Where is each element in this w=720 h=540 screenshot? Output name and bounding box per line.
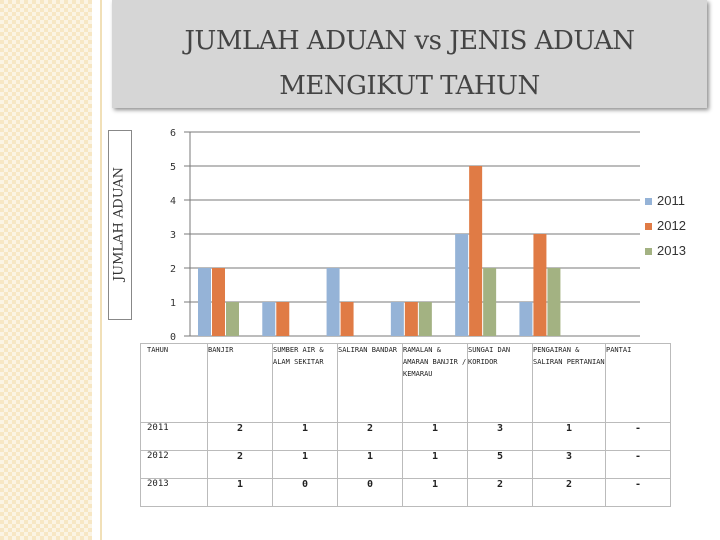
table-value-cell: 1 (272, 422, 338, 451)
table-value-cell: 1 (532, 422, 606, 451)
title-box: JUMLAH ADUAN vs JENIS ADUAN MENGIKUT TAH… (112, 0, 707, 108)
y-tick-label: 2 (170, 264, 176, 275)
bar-2011-1 (262, 302, 276, 336)
bar-2012-5 (533, 234, 547, 336)
bar-2012-3 (404, 302, 418, 336)
y-tick-label: 6 (170, 128, 176, 139)
table-header-row: TAHUN BANJIR SUMBER AIR & ALAM SEKITAR SALI… (140, 343, 671, 423)
table-header-category: PANTAI (605, 343, 671, 423)
y-tick-label: 5 (170, 162, 176, 173)
table-value-cell: 2 (207, 450, 273, 479)
table-value-cell: 0 (337, 478, 403, 507)
table-header-category: SALIRAN BANDAR (337, 343, 403, 423)
table-value-cell: 2 (532, 478, 606, 507)
table-value-cell: 2 (467, 478, 533, 507)
y-tick-label: 3 (170, 230, 176, 241)
bar-2011-2 (326, 268, 340, 336)
bar-2013-5 (547, 268, 561, 336)
y-tick-label: 1 (170, 298, 176, 309)
decorative-left-band (0, 0, 92, 540)
table-header-category: PENGAIRAN & SALIRAN PERTANIAN (532, 343, 606, 423)
table-row: 2011 2 1 2 1 3 1- (140, 422, 671, 451)
table-year-cell: 2012 (140, 450, 208, 479)
table-row: 2012 2 1 1 1 5 3- (140, 450, 671, 479)
y-tick-label: 0 (170, 332, 176, 343)
table-row: 2013 1 0 0 1 2 2- (140, 478, 671, 507)
table-value-cell: 1 (402, 478, 468, 507)
table-year-cell: 2013 (140, 478, 208, 507)
bar-2013-3 (418, 302, 432, 336)
table-value-cell: 1 (207, 478, 273, 507)
table-value-cell: 1 (402, 422, 468, 451)
table-value-cell: 3 (467, 422, 533, 451)
bar-2012-1 (276, 302, 290, 336)
legend-swatch-2011 (645, 198, 652, 205)
table-header-category: BANJIR (207, 343, 273, 423)
table-value-cell: 1 (402, 450, 468, 479)
table-value-cell: 2 (207, 422, 273, 451)
data-table: TAHUN BANJIR SUMBER AIR & ALAM SEKITAR SALI… (140, 343, 671, 507)
bar-2012-0 (212, 268, 225, 336)
table-header-year: TAHUN (140, 343, 208, 423)
table-year-cell: 2011 (140, 422, 208, 451)
bar-2011-4 (455, 234, 469, 336)
bar-2011-0 (198, 268, 211, 336)
table-value-cell: 1 (272, 450, 338, 479)
table-header-category: SUMBER AIR & ALAM SEKITAR (272, 343, 338, 423)
bar-2011-5 (519, 302, 533, 336)
bar-2012-4 (469, 166, 483, 336)
legend-label-2011: 2011 (657, 193, 685, 208)
y-axis-label-box (108, 130, 132, 320)
chart-title-line-2: MENGIKUT TAHUN (279, 71, 540, 101)
legend-label-2013: 2013 (657, 243, 686, 258)
legend-swatch-2012 (645, 223, 652, 230)
table-header-category: SUNGAI DAN KORIDOR (467, 343, 533, 423)
bar-2013-4 (483, 268, 497, 336)
table-value-cell: 2 (337, 422, 403, 451)
legend-label-2012: 2012 (657, 218, 686, 233)
table-header-category: RAMALAN & AMARAN BANJIR / KEMARAU (402, 343, 468, 423)
y-tick-label: 4 (170, 196, 176, 207)
table-value-cell: 1 (337, 450, 403, 479)
table-value-cell: 5 (467, 450, 533, 479)
table-value-cell: 3 (532, 450, 606, 479)
bar-2013-0 (226, 302, 239, 336)
table-value-cell: - (605, 450, 671, 479)
chart-title-line-1: JUMLAH ADUAN vs JENIS ADUAN (184, 26, 635, 56)
bar-2012-2 (340, 302, 354, 336)
bar-2011-3 (390, 302, 404, 336)
table-value-cell: - (605, 422, 671, 451)
decorative-rule (100, 0, 102, 540)
table-value-cell: 0 (272, 478, 338, 507)
table-value-cell: - (605, 478, 671, 507)
legend-swatch-2013 (645, 248, 652, 255)
